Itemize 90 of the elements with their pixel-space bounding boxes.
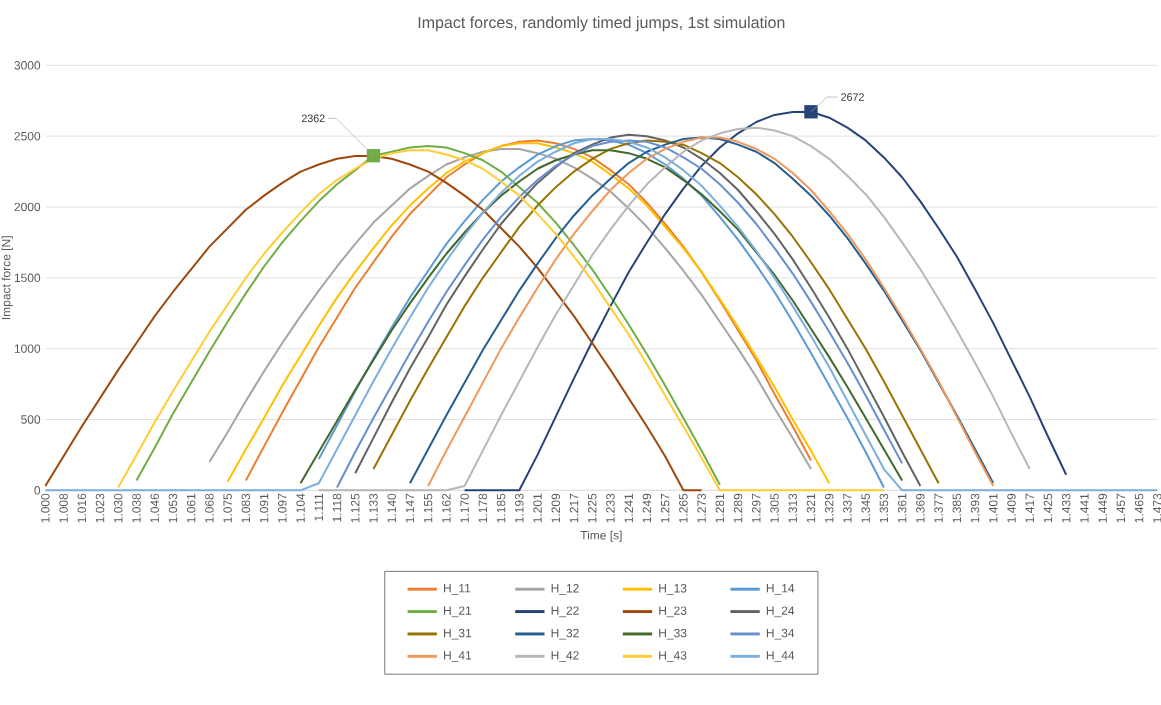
x-tick-label: 1.162 [442,493,451,523]
legend-label: H_13 [659,584,687,595]
legend-label: H_42 [551,651,579,662]
x-tick-label: 1.449 [1098,493,1107,523]
x-tick-label: 1.273 [697,493,706,523]
x-tick-label: 1.409 [1007,493,1016,523]
x-tick-label: 1.083 [241,493,251,523]
x-tick-label: 1.433 [1061,493,1071,523]
x-tick-label: 1.111 [314,493,323,521]
x-tick-label: 1.140 [387,493,396,523]
x-tick-label: 1.097 [278,493,287,523]
x-tick-label: 1.030 [114,493,123,523]
legend-label: H_14 [766,584,795,595]
x-tick-label: 1.361 [897,493,907,523]
x-tick-label: 1.068 [205,493,214,523]
x-tick-label: 1.075 [223,493,232,523]
x-tick-label: 1.393 [970,493,980,523]
x-tick-label: 1.225 [587,493,597,523]
x-tick-label: 1.023 [95,493,105,523]
legend-label: H_23 [659,606,687,618]
x-tick-label: 1.473 [1153,493,1161,523]
y-tick-label: 0 [34,486,41,495]
legend-label: H_22 [551,606,579,618]
chart-title: Impact forces, randomly timed jumps, 1st simulation [418,16,785,32]
x-tick-label: 1.241 [624,493,633,523]
x-tick-label: 1.441 [1080,493,1089,523]
legend-label: H_43 [659,651,687,662]
x-tick-label: 1.038 [132,493,141,523]
x-tick-label: 1.425 [1043,493,1053,523]
y-tick-label: 3000 [14,61,41,70]
x-tick-label: 1.053 [168,493,178,523]
legend-label: H_31 [444,628,472,640]
x-tick-label: 1.147 [405,493,415,523]
x-tick-label: 1.233 [606,493,615,523]
x-tick-label: 1.305 [770,493,779,523]
x-tick-label: 1.133 [369,493,378,523]
legend-label: H_41 [444,651,472,662]
x-tick-label: 1.257 [660,493,670,523]
x-tick-label: 1.118 [332,493,342,522]
x-tick-label: 1.313 [788,493,797,523]
y-tick-label: 500 [21,415,41,424]
x-tick-label: 1.170 [460,493,469,523]
x-tick-label: 1.155 [423,493,433,523]
x-tick-label: 1.281 [715,493,725,523]
x-axis-title: Time [s] [580,530,622,542]
x-tick-label: 1.104 [296,493,305,523]
x-tick-label: 1.249 [642,493,652,523]
annotation: 2672 [841,93,864,101]
legend-label: H_34 [766,628,795,640]
x-tick-label: 1.201 [533,493,542,523]
x-tick-label: 1.417 [1025,493,1034,523]
x-tick-label: 1.209 [551,493,561,523]
x-tick-label: 1.178 [478,493,488,523]
x-tick-label: 1.193 [515,493,524,523]
y-axis-title: Impact force [N] [1,236,13,320]
x-tick-label: 1.377 [934,493,943,523]
x-tick-label: 1.385 [952,493,962,523]
y-tick-label: 1500 [14,273,41,283]
legend-label: H_24 [766,606,795,618]
x-tick-label: 1.265 [679,493,688,523]
x-tick-label: 1.091 [259,493,269,523]
x-tick-label: 1.008 [59,493,68,523]
x-tick-label: 1.016 [77,493,87,523]
legend-label: H_12 [551,584,579,595]
legend-label: H_21 [444,606,472,618]
x-tick-label: 1.369 [916,493,925,523]
legend-label: H_44 [766,651,795,662]
x-tick-label: 1.329 [824,493,834,523]
x-tick-label: 1.457 [1116,493,1126,523]
x-tick-label: 1.125 [350,493,360,523]
x-tick-label: 1.289 [733,493,743,523]
legend-label: H_11 [444,584,471,595]
x-tick-label: 1.061 [186,493,196,523]
annotation: 2362 [301,114,325,123]
y-tick-label: 2500 [14,131,41,141]
x-tick-label: 1.353 [879,493,889,523]
x-tick-label: 1.321 [806,493,816,523]
y-tick-label: 1000 [14,344,41,353]
y-tick-label: 2000 [14,202,41,212]
x-tick-label: 1.401 [989,493,998,523]
x-tick-label: 1.046 [150,493,159,523]
x-tick-label: 1.297 [752,493,761,523]
legend-label: H_33 [659,628,687,640]
x-tick-label: 1.337 [843,493,852,523]
legend-label: H_32 [551,628,579,640]
x-tick-label: 1.465 [1134,493,1144,523]
x-tick-label: 1.217 [569,493,579,523]
x-tick-label: 1.000 [41,493,50,523]
x-tick-label: 1.185 [496,493,506,523]
x-tick-label: 1.345 [861,493,870,523]
